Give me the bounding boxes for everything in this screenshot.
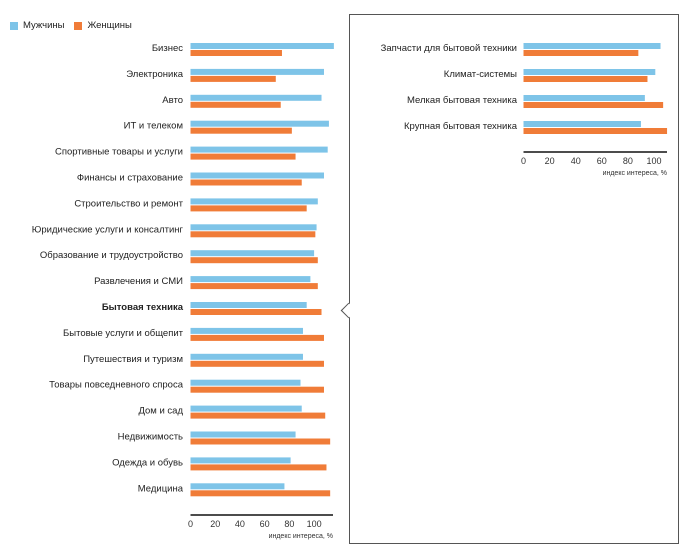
bar-women <box>190 438 331 445</box>
category-label: ИТ и телеком <box>124 121 183 132</box>
bar-women <box>190 75 276 82</box>
bar-men <box>190 276 311 283</box>
category-label: Медицина <box>138 483 184 494</box>
women-swatch <box>74 21 83 30</box>
bar-women <box>190 257 318 264</box>
bar-women <box>523 50 639 56</box>
bar-women <box>523 102 664 108</box>
bar-women <box>190 179 302 186</box>
legend-men[interactable]: Мужчины <box>10 20 64 31</box>
bar-women <box>190 231 316 238</box>
bar-women <box>190 50 282 56</box>
bar-women <box>523 128 668 134</box>
bar-men <box>190 327 303 334</box>
category-label: Развлечения и СМИ <box>94 276 183 287</box>
category-label: Бизнес <box>152 43 183 54</box>
tick-label: 0 <box>188 519 193 529</box>
tick-label: 80 <box>623 156 633 166</box>
category-label: Бытовая техника <box>102 302 184 313</box>
category-label: Запчасти для бытовой техники <box>381 43 517 54</box>
tick-label: 20 <box>210 519 220 529</box>
bar-men <box>523 121 641 127</box>
category-label: Авто <box>162 95 183 106</box>
legend-men-label: Мужчины <box>23 20 65 31</box>
bar-women <box>190 101 281 108</box>
men-swatch <box>10 21 18 30</box>
bar-men <box>190 431 296 438</box>
bar-men <box>523 69 656 75</box>
bar-women <box>190 360 324 367</box>
bar-men <box>190 302 307 308</box>
legend-women[interactable]: Женщины <box>74 20 132 31</box>
bar-men <box>190 94 322 101</box>
bar-men <box>523 43 661 49</box>
bar-men <box>190 483 285 490</box>
category-label: Климат-системы <box>444 69 517 80</box>
tick-label: 80 <box>284 519 294 529</box>
bar-men <box>190 353 303 360</box>
x-axis-label: индекс интереса, % <box>269 533 333 540</box>
category-label: Юридические услуги и консалтинг <box>32 224 184 235</box>
category-label: Крупная бытовая техника <box>404 121 518 132</box>
category-label: Финансы и страхование <box>77 173 183 184</box>
category-label: Бытовые услуги и общепит <box>63 328 184 339</box>
bar-women <box>190 127 292 134</box>
bar-women <box>190 283 318 290</box>
bar-men <box>190 250 315 257</box>
category-label: Дом и сад <box>138 406 183 417</box>
bar-men <box>190 120 329 127</box>
bar-men <box>190 172 324 179</box>
tick-label: 0 <box>521 156 526 166</box>
bar-women <box>190 309 322 315</box>
bar-men <box>190 405 302 412</box>
tick-label: 40 <box>571 156 581 166</box>
legend-women-label: Женщины <box>87 20 132 31</box>
tick-label: 100 <box>307 519 322 529</box>
tick-label: 40 <box>235 519 245 529</box>
bar-women <box>190 490 331 497</box>
category-label: Мелкая бытовая техника <box>407 95 518 106</box>
bar-men <box>190 43 334 49</box>
bar-women <box>523 76 648 82</box>
tick-label: 20 <box>545 156 555 166</box>
tick-label: 60 <box>597 156 607 166</box>
bar-men <box>190 457 291 464</box>
bar-men <box>190 224 317 231</box>
bar-women <box>190 153 296 160</box>
bar-men <box>190 379 301 386</box>
legend: Мужчины Женщины <box>10 20 132 31</box>
category-label: Образование и трудоустройство <box>40 250 183 261</box>
bar-women <box>190 205 307 212</box>
bar-men <box>190 68 324 75</box>
category-label: Спортивные товары и услуги <box>55 147 183 158</box>
bar-women <box>190 386 324 393</box>
bar-women <box>190 464 327 471</box>
bar-women <box>190 334 324 341</box>
category-label: Строительство и ремонт <box>74 198 183 209</box>
category-label: Путешествия и туризм <box>83 354 183 365</box>
tick-label: 60 <box>260 519 270 529</box>
category-label: Электроника <box>126 69 183 80</box>
bar-men <box>190 198 318 205</box>
x-axis-label: индекс интереса, % <box>603 170 667 177</box>
tick-label: 100 <box>646 156 661 166</box>
bar-women <box>190 412 326 419</box>
bar-men <box>190 146 328 153</box>
category-label: Товары повседневного спроса <box>49 380 184 391</box>
category-label: Одежда и обувь <box>112 457 183 468</box>
category-label: Недвижимость <box>118 432 183 443</box>
bar-men <box>523 95 645 101</box>
